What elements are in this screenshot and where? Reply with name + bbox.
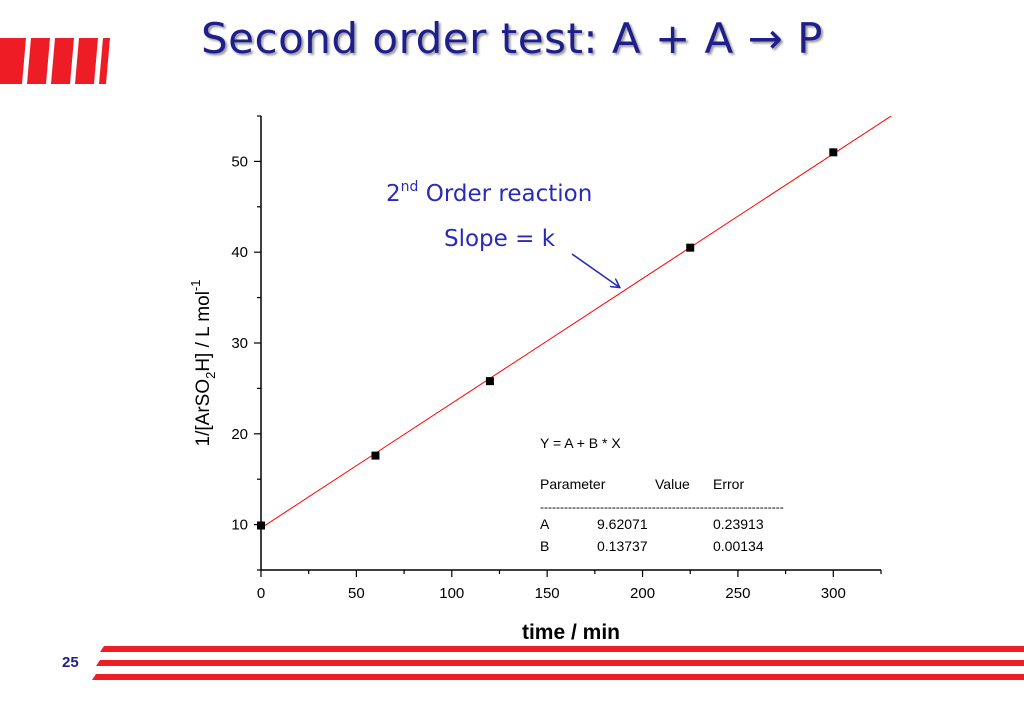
data-point (371, 451, 380, 460)
fit-line (260, 115, 892, 529)
data-point (257, 521, 265, 530)
row-a-value: 9.62071 (597, 516, 648, 532)
y-tick-label: 40 (231, 244, 248, 261)
x-tick-label: 100 (439, 585, 464, 602)
x-tick-label: 250 (725, 585, 750, 602)
y-label-part-2: H] / L mol (193, 291, 214, 372)
row-a-name: A (540, 516, 550, 532)
x-tick-label: 150 (535, 585, 560, 602)
row-b-value: 0.13737 (597, 538, 648, 554)
data-point (686, 243, 695, 252)
annotation-ordinal-suffix: nd (401, 179, 419, 195)
data-point (829, 148, 838, 157)
y-tick-label: 10 (231, 517, 248, 534)
data-points (257, 148, 838, 530)
x-axis-label: time / min (522, 621, 620, 640)
fit-equation: Y = A + B * X (540, 435, 621, 451)
annotation-reaction-text: Order reaction (418, 181, 592, 207)
page-number: 25 (62, 654, 79, 671)
x-tick-label: 0 (257, 585, 265, 602)
header-error: Error (713, 476, 744, 492)
row-b-name: B (540, 538, 549, 554)
y-tick-label: 30 (231, 335, 248, 352)
annotation-ordinal: 2 (386, 181, 401, 207)
y-label-superscript: -1 (188, 280, 203, 292)
annotation: 2nd Order reaction Slope = k (386, 179, 619, 287)
row-a-error: 0.23913 (713, 516, 764, 532)
footer-stripes (92, 646, 1024, 680)
slide-title: Second order test: A + A → P (201, 14, 823, 63)
table-rule: ----------------------------------------… (540, 500, 784, 514)
annotation-line-2: Slope = k (444, 226, 556, 252)
annotation-arrow (571, 253, 619, 287)
y-label-part-1: 1/[ArSO (193, 379, 214, 447)
fit-results-table: Y = A + B * X Parameter Value Error ----… (540, 435, 784, 554)
row-b-error: 0.00134 (713, 538, 764, 554)
y-axis-label: 1/[ArSO2H] / L mol-1 (188, 280, 218, 447)
brand-logo (0, 38, 110, 84)
x-tick-label: 50 (348, 585, 365, 602)
y-tick-label: 50 (231, 153, 248, 170)
data-point (485, 377, 494, 386)
x-tick-label: 200 (630, 585, 655, 602)
header-value: Value (655, 476, 690, 492)
x-tick-label: 300 (821, 585, 846, 602)
axis-ticks: 0 50 100 150 200 250 300 10 20 30 40 50 (231, 115, 882, 602)
annotation-line-1: 2nd Order reaction (386, 179, 592, 207)
y-tick-label: 20 (231, 426, 248, 443)
header-parameter: Parameter (540, 476, 606, 492)
y-label-subscript: 2 (203, 372, 218, 379)
